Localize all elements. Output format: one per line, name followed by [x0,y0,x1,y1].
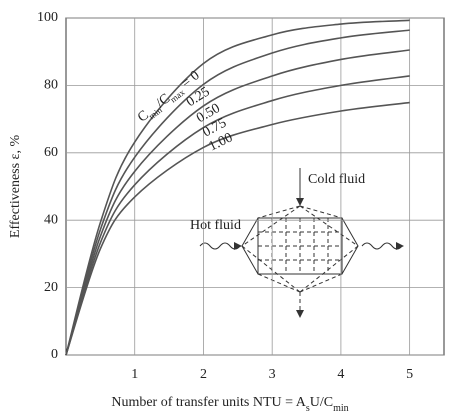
y-tick-label: 40 [44,212,58,227]
x-tick-label: 4 [337,367,344,382]
series-line [65,101,410,356]
series-line [65,75,410,356]
series-line [65,19,410,356]
label-part: s [306,403,310,414]
x-axis-label: Number of transfer units NTU = AsU/Cmin [111,395,348,414]
inset-diagram [199,168,404,318]
series-line [65,49,410,356]
label-part: U/C [310,395,333,410]
label-part: Number of transfer units NTU = A [111,395,306,410]
x-tick-label: 2 [200,367,207,382]
x-tick-label: 5 [406,367,413,382]
y-tick-label: 60 [44,145,58,160]
y-axis-label: Effectiveness ε, % [8,135,23,239]
y-tick-label: 0 [51,347,58,362]
inset-label: Cold fluid [308,172,365,187]
x-tick-label: 1 [131,367,138,382]
y-tick-label: 80 [44,78,58,93]
inset-label: Hot fluid [190,218,241,233]
plot-frame [65,17,445,356]
label-part: min [333,403,349,414]
y-tick-label: 100 [37,10,58,25]
series-line [65,29,410,356]
y-tick-label: 20 [44,280,58,295]
x-tick-label: 3 [269,367,276,382]
